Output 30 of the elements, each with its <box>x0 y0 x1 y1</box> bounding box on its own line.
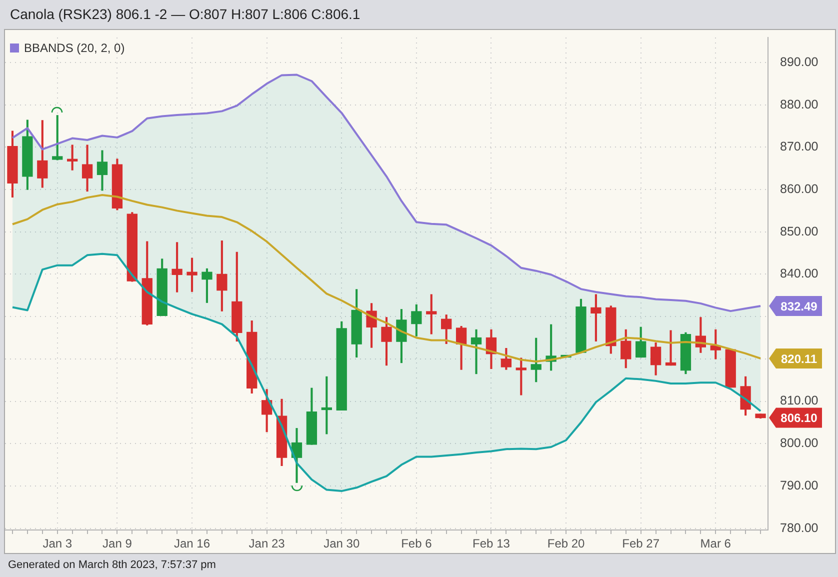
candlestick <box>321 376 332 434</box>
chart-title: Canola (RSK23) 806.1 -2 — O:807 H:807 L:806 C:806.1 <box>10 6 360 22</box>
candlestick <box>665 330 676 366</box>
x-tick-label: Jan 16 <box>174 536 210 551</box>
y-tick-label: 870.00 <box>780 140 818 154</box>
y-tick-label: 810.00 <box>780 394 818 408</box>
legend-label: BBANDS (20, 2, 0) <box>24 40 125 55</box>
y-tick-label: 800.00 <box>780 436 818 450</box>
x-tick-label: Jan 3 <box>42 536 72 551</box>
x-tick-label: Feb 13 <box>472 536 510 551</box>
y-tick-label: 850.00 <box>780 224 818 238</box>
text: 806.10 <box>780 411 818 426</box>
x-tick-label: Feb 6 <box>401 536 432 551</box>
x-tick-label: Jan 9 <box>102 536 132 551</box>
y-tick-label: 890.00 <box>780 54 818 69</box>
y-tick-label: 880.00 <box>780 97 818 112</box>
x-tick-label: Feb 27 <box>622 536 660 551</box>
candlestick <box>426 294 437 334</box>
y-tick-label: 860.00 <box>780 182 818 196</box>
x-tick-label: Jan 23 <box>248 536 286 551</box>
x-tick-label: Mar 6 <box>700 536 732 551</box>
y-tick-label: 780.00 <box>780 520 818 535</box>
y-tick-label: 790.00 <box>780 478 818 492</box>
text: Generated on March 8th 2023, 7:57:37 pm <box>8 559 216 571</box>
data-label: 820.11 <box>780 352 818 366</box>
candlestick <box>470 329 482 374</box>
y-tick-label: 840.00 <box>780 266 818 281</box>
x-tick-label: Feb 20 <box>547 536 586 551</box>
x-tick-label: Jan 30 <box>324 536 360 551</box>
data-label: 832.49 <box>780 299 818 314</box>
